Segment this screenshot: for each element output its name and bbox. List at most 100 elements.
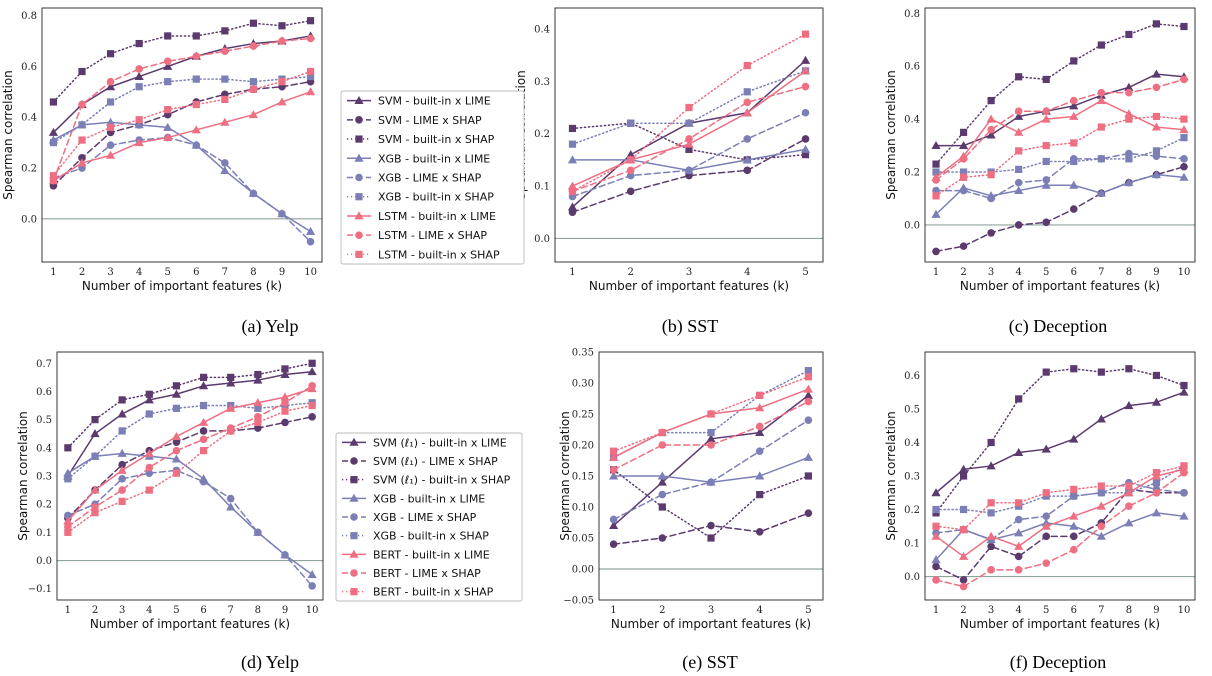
chart-caption: (f) Deception	[1010, 652, 1106, 673]
x-axis-label: Number of important features (k)	[611, 617, 811, 631]
data-point	[198, 417, 209, 426]
series-line	[935, 173, 1185, 216]
legend-label: SVM (ℓ₁) - LIME x SHAP	[373, 455, 498, 468]
data-point	[1151, 397, 1162, 406]
data-point	[105, 82, 116, 91]
data-point	[1069, 521, 1079, 530]
data-point	[281, 407, 289, 415]
data-point	[1180, 162, 1188, 171]
data-point	[1152, 147, 1161, 155]
data-point	[932, 576, 940, 584]
series-line	[935, 481, 1185, 541]
series-line	[52, 35, 312, 134]
x-tick-label: 1	[933, 267, 939, 278]
data-point	[685, 135, 693, 143]
data-point	[987, 125, 995, 134]
data-point	[191, 125, 201, 134]
data-point	[63, 516, 73, 525]
legend-entry: SVM (ℓ₁) - built-in x LIME	[342, 436, 507, 449]
data-point	[198, 381, 209, 390]
data-point	[106, 77, 115, 86]
data-point	[932, 522, 940, 530]
y-tick-label: 0.5	[36, 415, 52, 426]
data-point	[627, 119, 635, 127]
data-point	[91, 509, 99, 517]
data-point	[1015, 499, 1023, 507]
series-xgb-dotted	[64, 399, 316, 483]
data-point	[755, 403, 765, 412]
data-point	[801, 30, 810, 38]
series-lstm-dashed	[932, 75, 1188, 184]
data-point	[609, 452, 619, 461]
data-point	[1180, 75, 1188, 84]
data-point	[801, 135, 810, 143]
data-point	[254, 413, 262, 421]
data-point	[1042, 512, 1051, 521]
data-point	[1042, 157, 1050, 166]
y-axis-label: Spearman correlation	[1, 70, 15, 200]
data-point	[1180, 115, 1188, 123]
y-tick-label: −0.05	[563, 596, 594, 607]
data-point	[800, 66, 811, 75]
series-bert-solid	[931, 464, 1189, 560]
series-xgb-dotted	[49, 72, 315, 147]
data-point	[609, 466, 618, 474]
data-point	[1070, 492, 1078, 500]
data-point	[959, 576, 968, 584]
y-tick-label: 0.1	[904, 539, 920, 550]
series-lstm-dotted	[49, 67, 315, 180]
data-point	[931, 488, 941, 497]
series-lstm-dotted	[932, 112, 1188, 200]
y-tick-label: 0.3	[904, 472, 920, 483]
plot-frame	[56, 351, 324, 601]
data-point	[105, 150, 116, 159]
data-point	[658, 503, 666, 511]
legend-marker	[355, 231, 363, 239]
x-tick-label: 7	[222, 267, 228, 278]
legend-entry: LSTM - built-in x LIME	[347, 210, 496, 223]
data-point	[1069, 205, 1078, 213]
y-axis-label: Spearman correlation	[884, 70, 898, 200]
data-point	[1125, 482, 1133, 490]
data-point	[1125, 115, 1133, 123]
series-line	[935, 465, 1185, 531]
data-point	[986, 531, 996, 540]
data-point	[567, 202, 578, 211]
plot-frame	[924, 351, 1196, 601]
data-point	[803, 390, 813, 399]
y-tick-label: 0.4	[904, 115, 920, 126]
data-point	[959, 526, 968, 534]
data-point	[1069, 101, 1079, 110]
x-tick-label: 4	[757, 605, 763, 616]
data-point	[1179, 172, 1189, 181]
data-point	[987, 438, 995, 447]
series-svm-solid	[931, 69, 1189, 150]
data-point	[253, 375, 263, 384]
data-point	[78, 154, 86, 162]
y-tick-label: 0.0	[904, 220, 920, 231]
data-point	[1097, 489, 1105, 497]
series-line	[935, 78, 1185, 181]
data-point	[64, 528, 72, 536]
y-tick-label: 0.2	[534, 129, 550, 140]
data-point	[1015, 147, 1023, 155]
data-point	[1152, 469, 1161, 477]
data-point	[707, 534, 715, 542]
legend-entry: BERT - built-in x SHAP	[342, 586, 494, 599]
data-point	[90, 485, 100, 494]
series-line	[935, 23, 1185, 165]
data-point	[931, 209, 941, 218]
data-point	[684, 139, 694, 148]
data-point	[192, 52, 201, 61]
series-line	[52, 136, 312, 243]
data-point	[804, 509, 813, 517]
data-point	[305, 87, 316, 96]
plot-frame	[554, 7, 824, 263]
x-tick-label: 9	[279, 267, 285, 278]
data-point	[1014, 541, 1024, 550]
data-point	[743, 88, 751, 96]
data-point	[226, 494, 235, 503]
data-point	[78, 136, 86, 144]
data-point	[1180, 462, 1188, 470]
